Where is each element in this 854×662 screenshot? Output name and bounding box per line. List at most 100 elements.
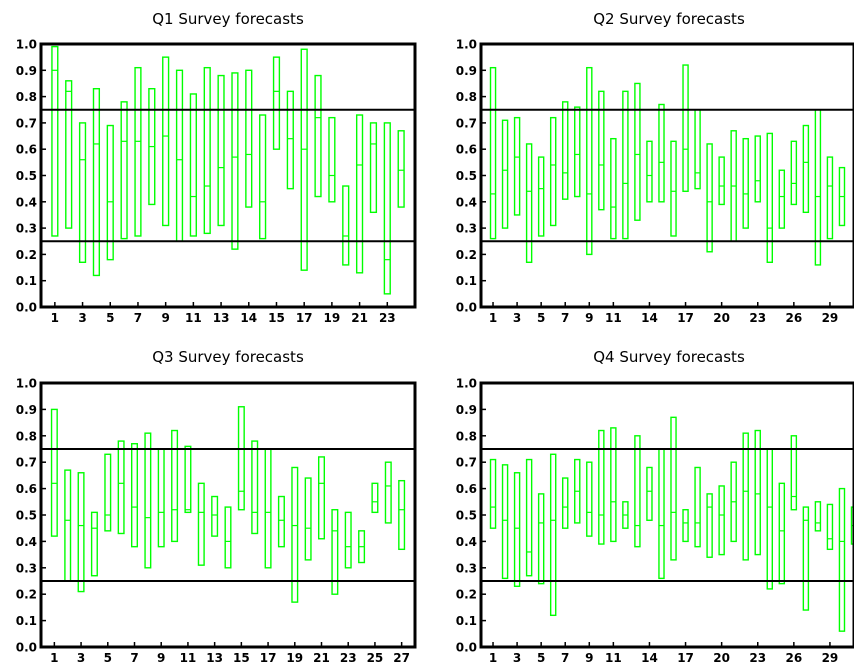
chart-panel-2: Q2 Survey forecasts 0.0 0.1 0.2 0.3 0.4 0.5 0.6… xyxy=(456,10,854,325)
forecast-range-bar xyxy=(369,122,378,214)
forecast-range-bar xyxy=(317,456,326,540)
forecast-range-bar xyxy=(286,90,294,190)
x-tick-label: 9 xyxy=(157,651,165,662)
x-tick-label: 23 xyxy=(749,651,766,662)
forecast-range-bar xyxy=(331,509,339,595)
y-tick-label: 0.8 xyxy=(456,429,477,443)
forecast-range-bar xyxy=(814,501,822,532)
x-tick-label: 3 xyxy=(78,311,86,325)
forecast-range-bar xyxy=(134,66,142,237)
forecast-range-bar xyxy=(706,493,713,558)
forecast-range-bar xyxy=(344,511,352,569)
x-tick-label: 14 xyxy=(641,651,658,662)
x-tick-label: 9 xyxy=(585,651,593,662)
x-tick-label: 14 xyxy=(240,311,257,325)
x-tick-label: 3 xyxy=(513,311,521,325)
forecast-range-bar xyxy=(742,137,749,229)
forecast-range-bar xyxy=(342,185,350,266)
forecast-range-bar xyxy=(291,466,299,603)
y-tick-label: 1.0 xyxy=(16,377,37,391)
plot-frame xyxy=(479,381,854,649)
forecast-range-bar xyxy=(104,453,112,532)
x-tick-label: 19 xyxy=(286,651,303,662)
forecast-range-bar xyxy=(754,429,761,556)
forecast-range-bar xyxy=(549,453,557,617)
y-tick-label: 0.1 xyxy=(456,274,477,288)
y-tick-label: 0.0 xyxy=(16,641,37,655)
forecast-range-bar xyxy=(489,66,497,240)
y-tick-label: 0.5 xyxy=(456,509,477,523)
x-tick-label: 5 xyxy=(537,651,545,662)
forecast-range-bar xyxy=(646,466,653,521)
forecast-range-bar xyxy=(802,506,810,611)
forecast-range-bar xyxy=(224,506,232,569)
forecast-range-bar xyxy=(586,66,593,256)
forecast-range-bar xyxy=(826,503,834,551)
chart-title: Q4 Survey forecasts xyxy=(593,348,745,366)
y-tick-label: 0.4 xyxy=(456,535,477,549)
y-tick-label: 0.3 xyxy=(16,561,37,575)
forecast-range-bar xyxy=(610,137,617,240)
y-tick-label: 1.0 xyxy=(456,38,477,52)
forecast-range-bar xyxy=(525,458,533,577)
x-tick-label: 17 xyxy=(677,311,694,325)
forecast-range-bar xyxy=(670,140,677,237)
forecast-range-bar xyxy=(646,140,653,203)
forecast-range-bar xyxy=(549,116,557,227)
x-tick-label: 11 xyxy=(180,651,197,662)
forecast-range-bar xyxy=(501,464,509,580)
plot-frame xyxy=(39,381,417,649)
forecast-range-bar xyxy=(231,72,239,250)
x-tick-label: 19 xyxy=(324,311,341,325)
y-tick-label: 0.3 xyxy=(456,561,477,575)
chart-panel-4: Q4 Survey forecasts 0.0 0.1 0.2 0.3 0.4 0.5 0.6… xyxy=(456,348,854,662)
forecast-range-bar xyxy=(586,461,593,537)
x-tick-label: 23 xyxy=(340,651,357,662)
forecast-range-bar xyxy=(65,80,73,229)
forecast-range-bar xyxy=(694,466,701,548)
plot-frame xyxy=(39,42,417,309)
forecast-range-bar xyxy=(384,461,392,524)
y-tick-label: 0.3 xyxy=(16,222,37,236)
forecast-range-bar xyxy=(184,445,192,514)
x-tick-label: 23 xyxy=(749,311,766,325)
forecast-range-bar xyxy=(92,88,101,277)
forecast-range-bar xyxy=(766,448,774,590)
x-tick-label: 11 xyxy=(605,651,622,662)
forecast-range-bar xyxy=(162,56,170,227)
forecast-range-bar xyxy=(634,82,641,221)
forecast-range-bar xyxy=(251,440,259,535)
x-tick-label: 9 xyxy=(161,311,169,325)
forecast-range-bar xyxy=(694,109,701,190)
y-tick-label: 0.6 xyxy=(16,143,37,157)
forecast-range-bar xyxy=(264,448,272,569)
x-tick-label: 7 xyxy=(561,311,569,325)
forecast-range-bar xyxy=(610,427,617,543)
y-tick-label: 0.0 xyxy=(456,641,477,655)
x-tick-label: 1 xyxy=(50,651,58,662)
forecast-range-bar xyxy=(64,469,72,582)
forecast-range-bar xyxy=(501,119,509,229)
x-tick-label: 7 xyxy=(561,651,569,662)
y-tick-label: 0.1 xyxy=(16,614,37,628)
forecast-range-bar xyxy=(802,124,810,214)
forecast-range-bar xyxy=(328,116,336,203)
x-tick-label: 23 xyxy=(379,311,396,325)
forecast-range-bar xyxy=(237,406,245,511)
y-tick-label: 0.7 xyxy=(16,456,37,470)
forecast-range-bar xyxy=(537,493,545,585)
x-tick-label: 3 xyxy=(77,651,85,662)
x-tick-label: 13 xyxy=(213,311,230,325)
x-tick-label: 3 xyxy=(513,651,521,662)
y-tick-label: 0.9 xyxy=(456,64,477,78)
plot-area xyxy=(51,45,405,295)
x-tick-label: 17 xyxy=(296,311,313,325)
x-tick-label: 5 xyxy=(106,311,114,325)
plot-area xyxy=(50,406,406,603)
x-tick-label: 9 xyxy=(585,311,593,325)
x-tick-label: 15 xyxy=(233,651,250,662)
forecast-range-bar xyxy=(682,509,689,543)
y-tick-label: 0.7 xyxy=(456,456,477,470)
plot-frame xyxy=(479,42,854,309)
x-tick-label: 1 xyxy=(51,311,59,325)
